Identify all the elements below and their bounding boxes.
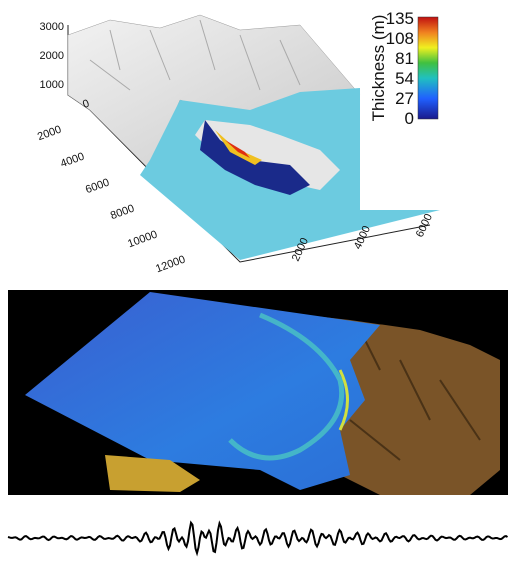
colorbar-tick-label: 0 xyxy=(405,109,414,128)
colorbar-title: Thickness (m) xyxy=(369,15,388,122)
colorbar-tick-label: 54 xyxy=(395,69,414,88)
seismogram xyxy=(8,523,508,553)
y-tick-label: 12000 xyxy=(154,254,187,276)
colorbar-tick-label: 81 xyxy=(395,49,414,68)
y-tick-label: 2000 xyxy=(36,124,63,144)
x-tick-label: 6000 xyxy=(414,212,435,239)
y-tick-label: 10000 xyxy=(126,229,159,251)
figure: 3000200010000200040006000800010000120002… xyxy=(0,0,516,562)
z-tick-label: 3000 xyxy=(40,21,64,33)
z-tick-label: 1000 xyxy=(40,79,64,91)
colorbar xyxy=(418,17,438,119)
colorbar-tick-label: 108 xyxy=(386,29,414,48)
colorbar-tick-label: 135 xyxy=(386,9,414,28)
tsunami-panel xyxy=(8,290,508,495)
colorbar-tick-label: 27 xyxy=(395,89,414,108)
y-tick-label: 8000 xyxy=(109,203,136,223)
y-tick-label: 4000 xyxy=(59,151,86,171)
z-tick-label: 2000 xyxy=(40,50,64,62)
y-tick-label: 6000 xyxy=(84,177,111,197)
